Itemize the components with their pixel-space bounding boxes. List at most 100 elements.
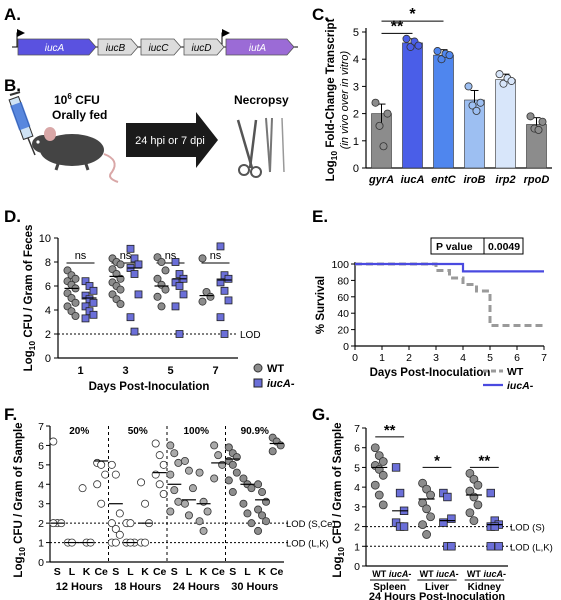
mutant-point <box>89 286 98 295</box>
wt-point <box>161 285 170 294</box>
data-point <box>254 480 263 489</box>
mutant-point <box>216 278 225 287</box>
data-point <box>210 474 219 483</box>
data-point <box>371 98 380 107</box>
y-tick-label: 7 <box>354 423 360 435</box>
timeline-arrow-icon <box>126 112 218 168</box>
wt-tick-label: WT <box>372 569 386 579</box>
y-axis-label-sub: 10 <box>336 547 346 557</box>
legend-mutant-label: iucA- <box>507 380 534 392</box>
wt-point <box>378 457 388 466</box>
data-point <box>166 470 175 479</box>
data-point <box>115 530 124 539</box>
wt-point <box>198 254 207 263</box>
data-point <box>180 456 189 465</box>
data-point <box>199 526 208 535</box>
data-point <box>472 106 481 115</box>
y-tick-label: 10 <box>39 233 51 245</box>
y-tick-label: 5 <box>354 462 360 474</box>
x-tick-label: 7 <box>541 352 547 364</box>
x-tick-label: 5 <box>487 352 493 364</box>
y-axis-label-log: Log <box>325 160 337 181</box>
data-point <box>93 480 102 489</box>
tissue-label: K <box>83 566 91 578</box>
promoter-arrow-icon <box>221 29 230 47</box>
x-axis-label: Days Post-Inoculation <box>89 381 210 393</box>
y-tick-label: 4 <box>45 305 51 317</box>
mutant-point <box>224 274 233 283</box>
gene-arrow-iutA <box>225 38 295 56</box>
data-point <box>170 486 179 495</box>
data-point <box>180 499 189 508</box>
gene-label-iucB: iucB <box>106 43 126 54</box>
y-tick-label: 3 <box>353 81 359 93</box>
ns-label: ns <box>120 250 132 262</box>
organ-label: Spleen <box>373 582 406 593</box>
data-point <box>214 451 223 460</box>
legend-wt-label: WT <box>267 363 284 375</box>
mutant-point <box>130 270 139 278</box>
mutant-point <box>490 522 499 531</box>
syringe-icon <box>8 91 36 156</box>
mutant-point <box>134 260 143 269</box>
y-axis-label-sub: 10 <box>17 547 27 557</box>
wt-point <box>206 292 215 301</box>
tissue-label: S <box>171 566 178 578</box>
cfu-exp: 6 <box>67 92 72 101</box>
y-tick-label: 6 <box>354 443 360 455</box>
chart-c: 0 1 2 3 4 5 Log10 Fold-Change Transcript (in vi… <box>325 6 552 186</box>
data-point <box>155 480 164 489</box>
y-axis-label-rest: Fold-Change Transcript <box>325 18 337 150</box>
data-point <box>375 121 384 130</box>
y-tick-label: 2 <box>353 109 359 121</box>
y-axis-label-2: (in vivo over in vitro) <box>339 50 351 149</box>
y-tick-label: 5 <box>38 460 44 472</box>
data-point <box>258 511 267 520</box>
tissue-label: K <box>258 566 266 578</box>
y-axis-label: Log10 CFU / Gram of Sample <box>13 422 27 577</box>
data-point <box>78 484 87 493</box>
data-point <box>188 484 197 493</box>
group-percent: 20% <box>69 426 89 437</box>
tissue-label: S <box>112 566 119 578</box>
y-tick-label: 2 <box>45 329 51 341</box>
y-axis-label-log: Log <box>23 350 35 371</box>
mutant-point <box>126 313 135 322</box>
y-tick-label: 0 <box>354 561 360 573</box>
cfu-unit: CFU <box>72 93 100 107</box>
mutant-point <box>494 542 503 551</box>
organ-label: Kidney <box>468 582 502 593</box>
data-point <box>184 466 193 475</box>
data-point <box>151 439 160 448</box>
gene-arrow-iucD <box>183 38 225 56</box>
legend-mutant-label: iucA- <box>267 378 295 390</box>
wt-tick-label: WT <box>420 569 434 579</box>
mutant-point <box>220 330 229 338</box>
y-tick-label: 60 <box>337 292 349 304</box>
significance-label: ** <box>384 422 396 439</box>
significance-label: * <box>409 6 416 23</box>
y-tick-label: 100 <box>331 259 349 271</box>
data-point <box>262 517 271 526</box>
mutant-point <box>395 488 405 498</box>
panel-label-b: B. <box>4 76 21 95</box>
y-tick-label: 4 <box>354 482 360 494</box>
lod-label: LOD <box>240 330 261 341</box>
mutant-point <box>175 270 184 278</box>
data-point <box>538 117 547 126</box>
wt-point <box>198 297 207 306</box>
wt-point <box>161 266 170 275</box>
data-point <box>159 489 168 498</box>
data-point <box>101 470 110 479</box>
wt-point <box>116 260 125 269</box>
y-axis-label-log: Log <box>332 557 344 578</box>
data-point <box>445 51 454 60</box>
wt-point <box>465 508 475 518</box>
x-tick-label: 0 <box>352 352 358 364</box>
bar-iucA <box>402 42 423 169</box>
mutant-point <box>439 518 448 527</box>
y-tick-label: 1 <box>353 136 359 148</box>
wt-point <box>370 443 380 453</box>
data-point <box>107 460 116 469</box>
